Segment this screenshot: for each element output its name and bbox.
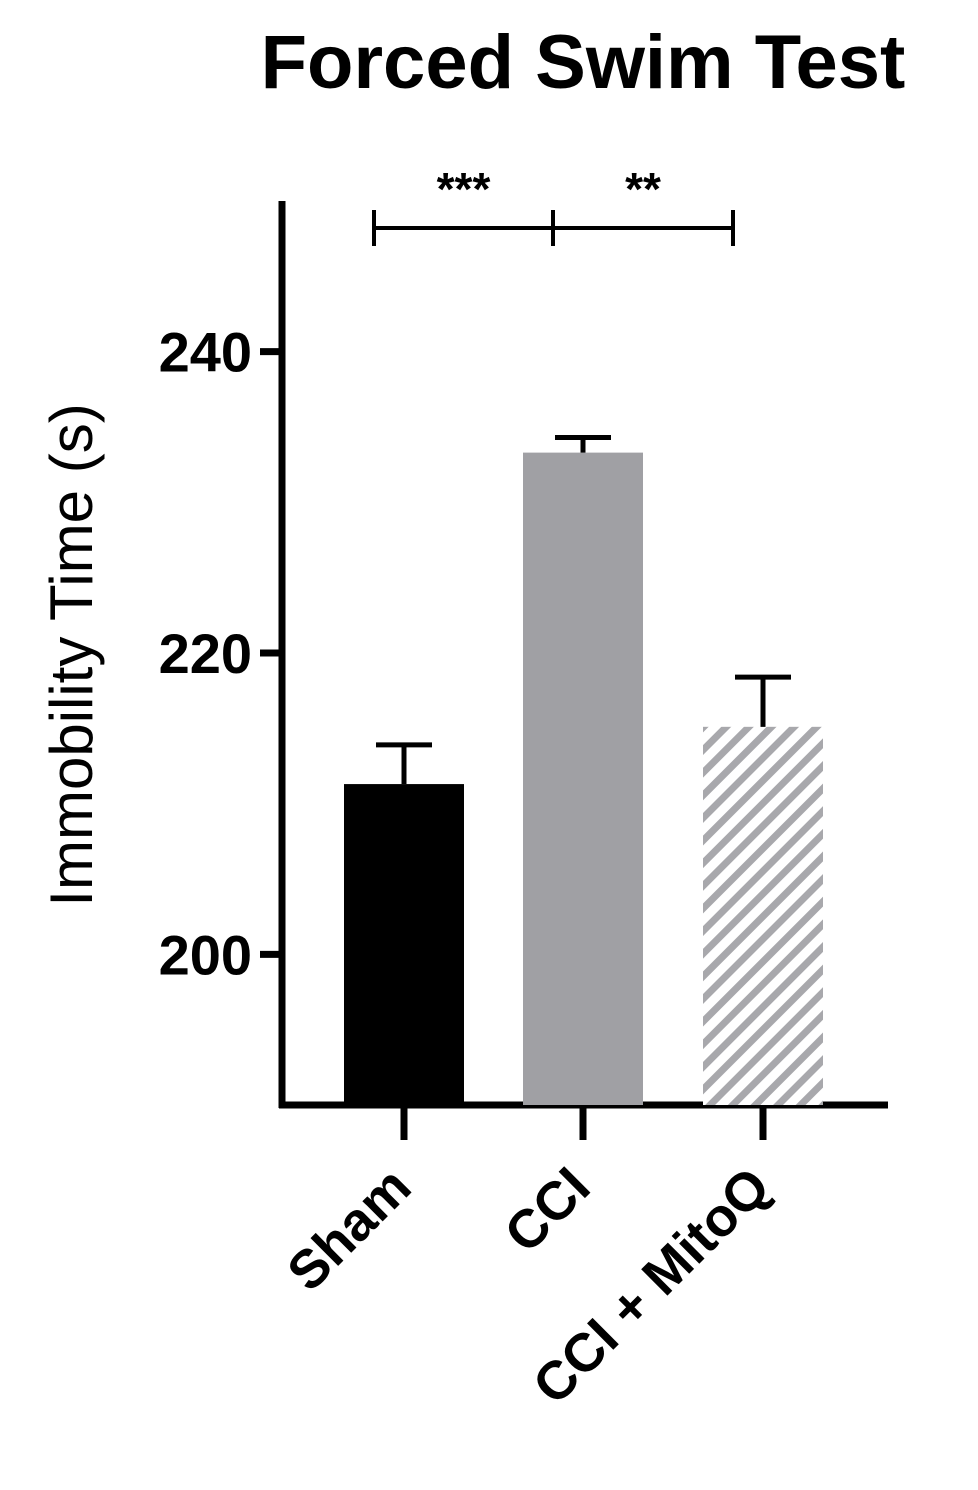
significance-label: *** [437, 163, 491, 215]
x-tick-label: Sham [276, 1156, 422, 1302]
y-tick-label: 200 [159, 923, 252, 986]
y-ticks: 200 220 240 [159, 321, 282, 986]
bar-cci [523, 452, 643, 1105]
bar-sham [344, 784, 464, 1105]
y-tick-label: 220 [159, 622, 252, 685]
error-bars [376, 435, 791, 785]
y-tick-label: 240 [159, 321, 252, 384]
significance-label: ** [625, 163, 661, 215]
chart-title: Forced Swim Test [261, 20, 906, 105]
significance-brackets: *** ** [372, 163, 735, 246]
bars [344, 452, 823, 1105]
x-tick-label: CCI [493, 1156, 601, 1264]
y-axis-label: Immobility Time (s) [38, 403, 105, 906]
bar-cci-mitoq [703, 726, 823, 1105]
